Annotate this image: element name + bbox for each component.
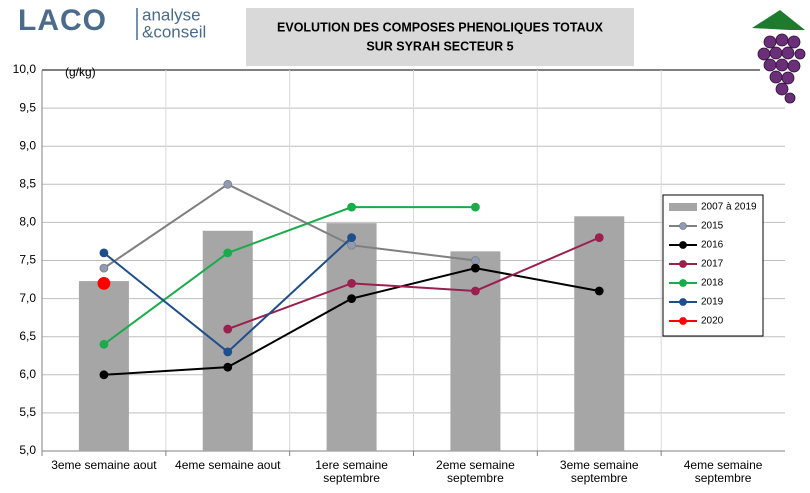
y-tick-label: 5,0 bbox=[19, 443, 36, 457]
logo-tagline: &conseil bbox=[142, 22, 206, 41]
marker bbox=[471, 257, 479, 265]
y-axis-label: (g/kg) bbox=[65, 65, 96, 79]
marker bbox=[224, 363, 232, 371]
marker bbox=[471, 203, 479, 211]
marker bbox=[348, 203, 356, 211]
title-box bbox=[246, 8, 634, 66]
x-tick-label: 3eme semaine septembre bbox=[540, 459, 658, 485]
marker bbox=[224, 325, 232, 333]
bar bbox=[450, 251, 500, 451]
legend-label: 2016 bbox=[701, 240, 724, 251]
marker bbox=[471, 264, 479, 272]
y-tick-label: 7,5 bbox=[19, 253, 36, 267]
marker bbox=[100, 264, 108, 272]
y-tick-label: 6,5 bbox=[19, 329, 36, 343]
marker bbox=[100, 249, 108, 257]
bar bbox=[203, 231, 253, 451]
chart: LACO analyse &conseil EVOLUTION DES COMP… bbox=[0, 0, 810, 493]
marker bbox=[471, 287, 479, 295]
y-tick-label: 9,5 bbox=[19, 100, 36, 114]
legend-swatch bbox=[669, 203, 697, 211]
marker bbox=[595, 234, 603, 242]
y-tick-label: 8,5 bbox=[19, 176, 36, 190]
legend-label: 2015 bbox=[701, 221, 724, 232]
marker bbox=[348, 279, 356, 287]
legend-label: 2020 bbox=[701, 316, 724, 327]
x-tick-label: 2eme semaine septembre bbox=[416, 459, 534, 485]
marker bbox=[224, 249, 232, 257]
logo-name: LACO bbox=[18, 4, 107, 37]
grape-icon bbox=[752, 10, 805, 103]
bar bbox=[574, 216, 624, 451]
marker bbox=[100, 371, 108, 379]
page: LACO analyse &conseil EVOLUTION DES COMP… bbox=[0, 0, 810, 493]
y-tick-label: 6,0 bbox=[19, 367, 36, 381]
marker bbox=[98, 277, 110, 289]
y-tick-label: 9,0 bbox=[19, 138, 36, 152]
legend-swatch bbox=[680, 318, 687, 325]
bar bbox=[327, 223, 377, 451]
marker bbox=[348, 295, 356, 303]
bar bbox=[79, 281, 129, 451]
marker bbox=[224, 348, 232, 356]
legend-swatch bbox=[680, 299, 687, 306]
y-tick-label: 7,0 bbox=[19, 291, 36, 305]
y-tick-label: 10,0 bbox=[13, 62, 37, 76]
x-tick-label: 3eme semaine aout bbox=[45, 459, 163, 472]
y-tick-label: 5,5 bbox=[19, 405, 36, 419]
legend-swatch bbox=[680, 261, 687, 268]
y-tick-label: 8,0 bbox=[19, 215, 36, 229]
legend-label: 2007 à 2019 bbox=[701, 202, 757, 213]
legend-label: 2018 bbox=[701, 278, 724, 289]
legend-swatch bbox=[680, 223, 687, 230]
legend-swatch bbox=[680, 242, 687, 249]
legend-label: 2019 bbox=[701, 297, 724, 308]
x-tick-label: 1ere semaine septembre bbox=[293, 459, 411, 485]
chart-title: SUR SYRAH SECTEUR 5 bbox=[366, 39, 513, 53]
marker bbox=[100, 340, 108, 348]
marker bbox=[348, 234, 356, 242]
legend-label: 2017 bbox=[701, 259, 724, 270]
marker bbox=[595, 287, 603, 295]
marker bbox=[348, 241, 356, 249]
marker bbox=[224, 180, 232, 188]
chart-title: EVOLUTION DES COMPOSES PHENOLIQUES TOTAU… bbox=[277, 20, 604, 34]
x-tick-label: 4eme semaine aout bbox=[169, 459, 287, 472]
x-tick-label: 4eme semaine septembre bbox=[664, 459, 782, 485]
legend-swatch bbox=[680, 280, 687, 287]
